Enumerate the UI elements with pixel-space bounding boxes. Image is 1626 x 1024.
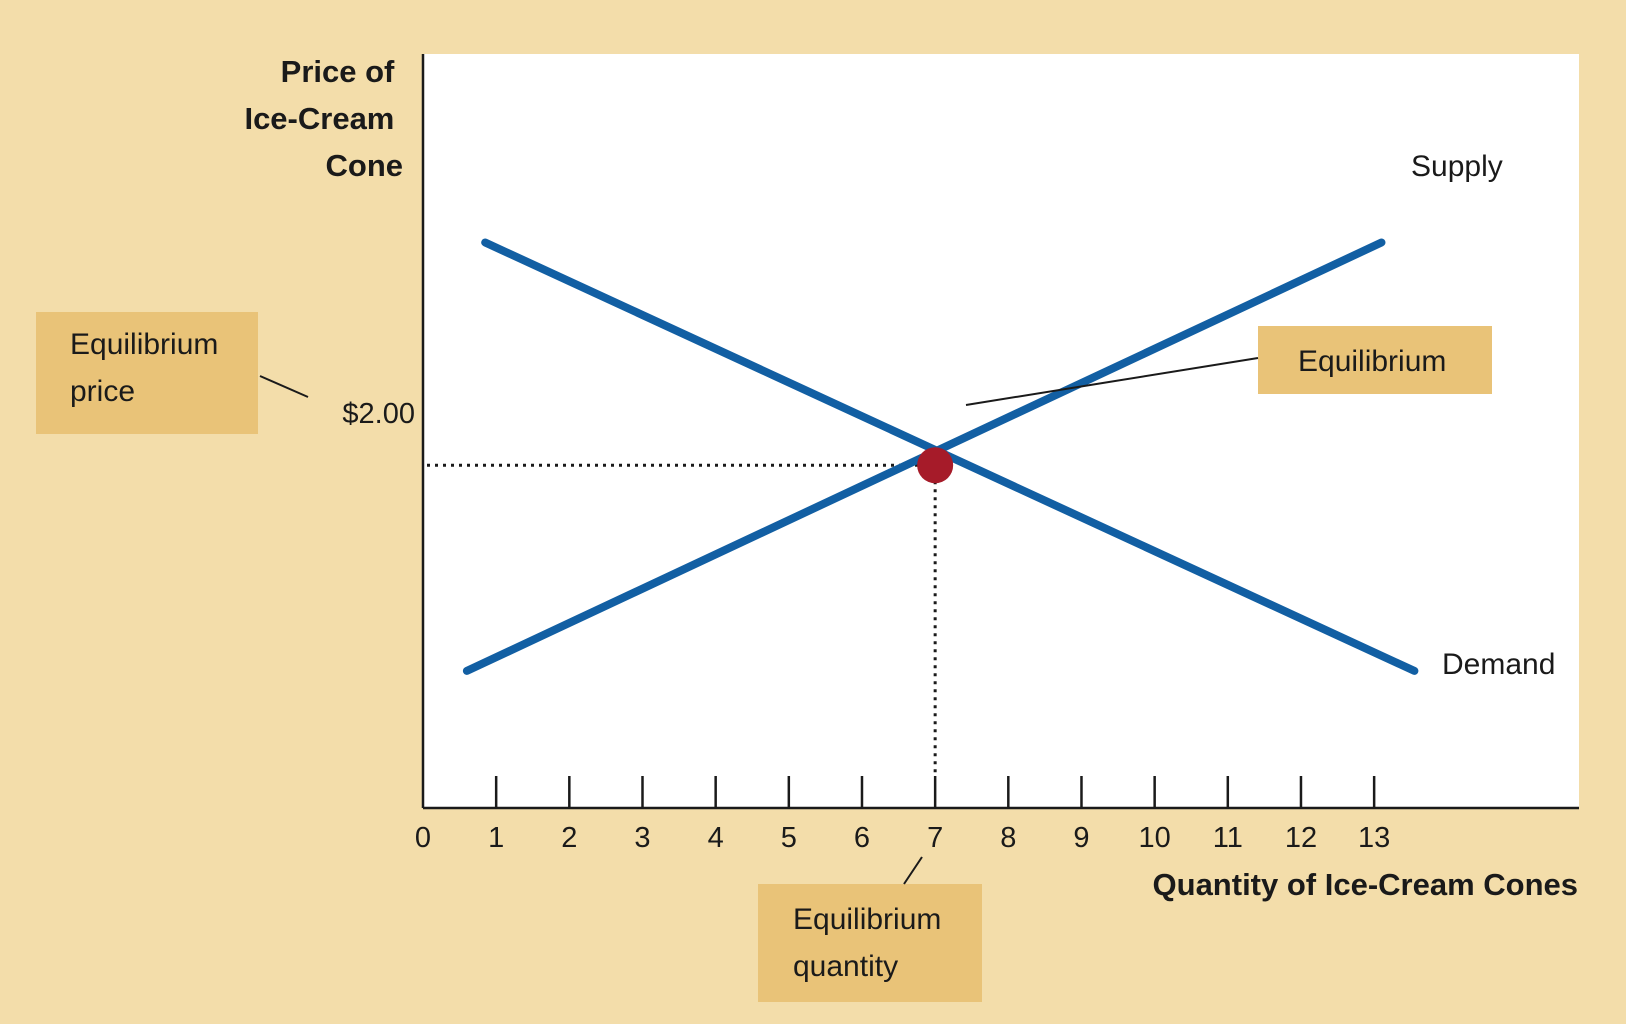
x-tick-label: 2 [561,822,577,854]
x-tick-label: 9 [1073,822,1089,854]
y-axis-label-line-2: Ice-Cream [244,101,394,136]
callout-box [1258,326,1492,394]
callout-text-line: Equilibrium [70,328,218,361]
callout-box [758,884,982,1002]
x-axis-ticks [494,776,1376,808]
x-tick-label: 1 [488,822,504,854]
svg-text:Equilibrium quantity: Equilibrium quantity [793,903,950,983]
callout-leader [965,357,1259,406]
svg-text:Equilibrium price: Equilibrium price [70,328,227,408]
svg-text:Equilibrium: Equilibrium [1298,345,1446,378]
equilibrium-point [917,447,954,484]
x-tick-label: 10 [1139,822,1171,854]
x-tick-label: 5 [781,822,797,854]
callout-text-line: Equilibrium [793,903,941,936]
supply-label: Supply [1411,150,1503,183]
callout-leader [903,856,923,885]
callout-text-line: price [70,375,135,408]
equilibrium-quantity-callout: Equilibrium quantity [758,856,982,1002]
x-axis-tick-labels: 0 1 2 3 4 5 6 7 8 9 10 11 12 13 [415,822,1390,854]
demand-label: Demand [1442,648,1555,681]
callout-leader [259,375,309,398]
x-axis-label: Quantity of Ice-Cream Cones [1153,867,1578,902]
x-tick-label: 7 [927,822,943,854]
x-tick-label: 3 [634,822,650,854]
y-axis-label-line-1: Price of [281,54,395,89]
equilibrium-price-callout: Equilibrium price [36,312,309,434]
callout-text-line: quantity [793,950,898,983]
x-tick-label: 11 [1213,822,1243,854]
callout-text-line: Equilibrium [1298,345,1446,378]
callout-box [36,312,258,434]
y-axis-label-line-3: Cone [326,148,404,183]
y-tick-label-price: $2.00 [342,398,415,430]
y-axis-label: Price of Ice-Cream Cone [244,54,403,183]
x-tick-label: 13 [1358,822,1390,854]
x-tick-label: 0 [415,822,431,854]
plot-area [423,54,1579,808]
x-tick-label: 8 [1000,822,1016,854]
equilibrium-callout: Equilibrium [965,326,1492,406]
x-tick-label: 12 [1285,822,1317,854]
x-tick-label: 6 [854,822,870,854]
x-tick-label: 4 [708,822,724,854]
